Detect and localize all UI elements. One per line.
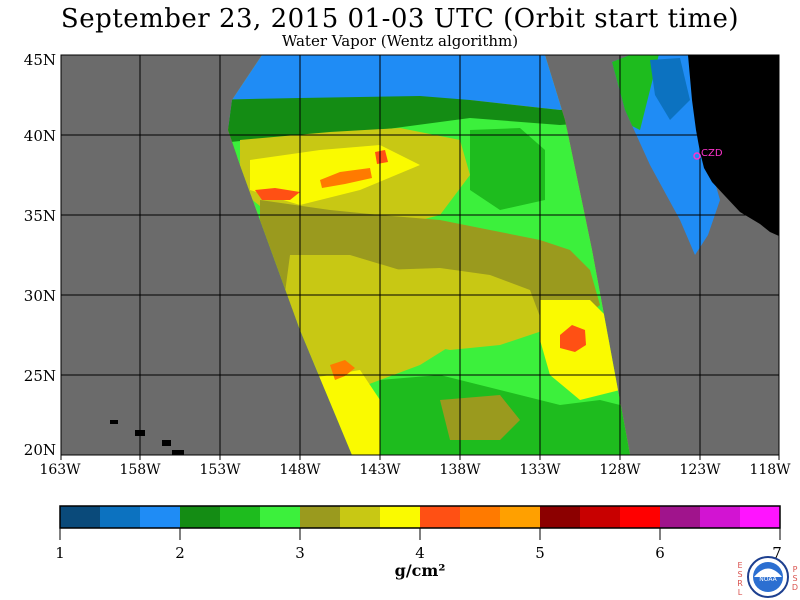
lon-label-118w: 118W <box>749 462 791 478</box>
lon-label-128w: 128W <box>599 462 641 478</box>
logo-right-letter: P <box>793 565 798 574</box>
colorbar-tick-1: 1 <box>55 544 65 562</box>
colorbar-swatch <box>540 506 580 528</box>
map-frame <box>60 54 780 456</box>
lat-label-45n: 45N <box>23 51 56 69</box>
band-yellow-center <box>380 268 545 350</box>
lon-label-158w: 158W <box>119 462 161 478</box>
colorbar-tick-3: 3 <box>295 544 305 562</box>
colorbar-swatch <box>140 506 180 528</box>
colorbar-tick-2: 2 <box>175 544 185 562</box>
page-subtitle: Water Vapor (Wentz algorithm) <box>281 32 519 50</box>
lon-label-138w: 138W <box>439 462 481 478</box>
band-orange-east <box>560 325 586 352</box>
lat-label-25n: 25N <box>23 367 56 385</box>
logo-right-letter: S <box>792 574 797 583</box>
colorbar-swatch <box>220 506 260 528</box>
colorbar-swatch <box>660 506 700 528</box>
lat-label-20n: 20N <box>23 441 56 459</box>
lon-label-143w: 143W <box>359 462 401 478</box>
colorbar-tick-6: 6 <box>655 544 665 562</box>
logo-center-text: NOAA <box>759 576 777 583</box>
colorbar-tick-4: 4 <box>415 544 425 562</box>
lon-label-148w: 148W <box>279 462 321 478</box>
colorbar-tick-7: 7 <box>772 544 782 562</box>
band-orange-west <box>255 188 300 200</box>
island-3 <box>162 440 171 446</box>
colorbar-swatch <box>580 506 620 528</box>
page-title: September 23, 2015 01-03 UTC (Orbit star… <box>60 4 740 34</box>
grid-lines <box>61 55 779 455</box>
map-area: CZD <box>61 55 779 455</box>
station-label: CZD <box>701 148 723 159</box>
band-orange-spot <box>375 150 388 164</box>
logo-left-letter: R <box>737 579 743 588</box>
colorbar-swatch <box>60 506 100 528</box>
colorbar-swatch <box>260 506 300 528</box>
colorbar-swatch <box>340 506 380 528</box>
band-orange-north <box>320 168 372 188</box>
island-1 <box>110 420 118 424</box>
colorbar <box>59 505 781 540</box>
lat-label-30n: 30N <box>23 287 56 305</box>
logo-left-letter: E <box>737 561 742 570</box>
colorbar-swatch <box>620 506 660 528</box>
colorbar-unit: g/cm² <box>394 561 446 580</box>
coastal-dark-blue <box>650 58 690 120</box>
logo-left-letter: L <box>738 588 743 597</box>
lon-label-163w: 163W <box>39 462 81 478</box>
lon-label-133w: 133W <box>519 462 561 478</box>
lon-label-123w: 123W <box>679 462 721 478</box>
colorbar-swatch <box>180 506 220 528</box>
land-mass <box>688 55 779 236</box>
logo-right-letter: D <box>792 583 798 592</box>
colorbar-swatch <box>380 506 420 528</box>
colorbar-swatch <box>300 506 340 528</box>
colorbar-swatch <box>740 506 780 528</box>
lat-label-35n: 35N <box>23 207 56 225</box>
colorbar-swatch <box>460 506 500 528</box>
colorbar-swatch <box>500 506 540 528</box>
logo-left-letter: S <box>737 570 742 579</box>
colorbar-swatch <box>100 506 140 528</box>
station-marker <box>693 152 701 160</box>
colorbar-swatch <box>700 506 740 528</box>
colorbar-swatch <box>420 506 460 528</box>
colorbar-tick-5: 5 <box>535 544 545 562</box>
band-green-patch <box>470 128 545 210</box>
island-4 <box>172 450 184 455</box>
coastal-green <box>612 55 660 130</box>
lon-label-153w: 153W <box>199 462 241 478</box>
logo-wing <box>754 568 782 577</box>
lat-label-40n: 40N <box>23 127 56 145</box>
